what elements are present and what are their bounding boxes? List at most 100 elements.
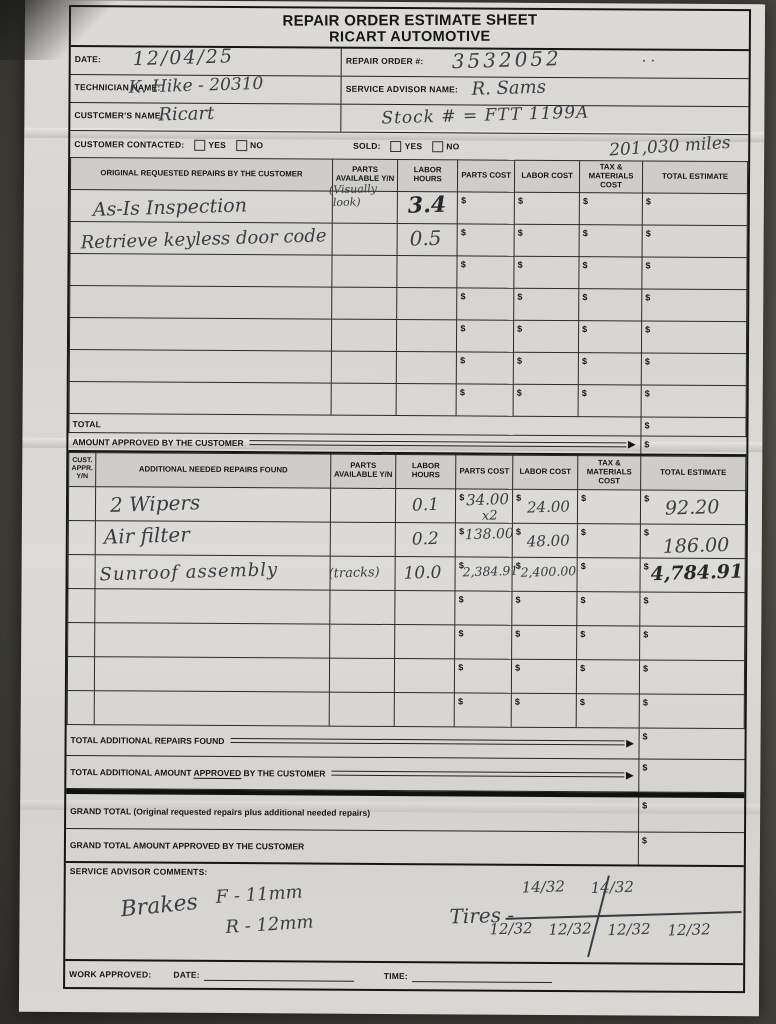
- labor-cost-cell: $: [513, 320, 579, 353]
- date-value-handwriting: 12/04/25: [132, 45, 235, 71]
- dollar-sign: $: [515, 526, 521, 537]
- total-estimate-cell: $: [642, 224, 748, 258]
- total-estimate-cell: $: [641, 320, 747, 354]
- total-label: TOTAL: [72, 418, 102, 430]
- sold-no-label: NO: [446, 141, 460, 152]
- dollar-sign: $: [645, 228, 651, 239]
- dollar-sign: $: [582, 324, 588, 335]
- tax-materials-cell: $: [576, 659, 640, 694]
- col-header-original-repairs: ORIGINAL REQUESTED REPAIRS BY THE CUSTOM…: [70, 157, 333, 191]
- sold-yes-checkbox: [390, 140, 402, 152]
- table-row: $ $ $ $: [67, 690, 745, 729]
- labor-hours-cell: 10.0: [394, 556, 456, 591]
- dollar-sign: $: [458, 594, 464, 605]
- parts-cost-cell: $: [454, 658, 512, 694]
- tire-tread-diagram: Tires - 14/32 14/32 12/32 12/32 12/32 12…: [449, 875, 749, 961]
- total-estimate-cell: $: [639, 625, 745, 661]
- labor-hours-cell: 3.4: [397, 191, 458, 224]
- parts-available-cell: [330, 521, 396, 557]
- tread-value: 12/32: [607, 919, 652, 939]
- total-estimate-cell: $: [639, 591, 745, 627]
- technician-name-value: K. Hike - 20310: [128, 73, 264, 98]
- repair-desc-cell: [69, 349, 332, 383]
- labor-hours-cell: [396, 383, 457, 416]
- col-header-labor-cost: LABOR COST: [512, 455, 578, 490]
- dollar-sign: $: [582, 292, 588, 303]
- service-advisor-comments-label: SERVICE ADVISOR COMMENTS:: [69, 865, 208, 877]
- labor-cost-handwriting: 48.00: [526, 531, 571, 551]
- dollar-sign: $: [460, 291, 466, 302]
- parts-available-cell: [329, 657, 395, 693]
- table-row: $ $ $ $: [67, 622, 745, 661]
- table-row: As-Is Inspection (Visually look) 3.4 $ $…: [70, 182, 748, 226]
- dollar-sign: $: [517, 195, 524, 206]
- dollar-sign: $: [517, 259, 523, 270]
- dollar-sign: $: [580, 663, 586, 674]
- labor-cost-cell: $: [513, 288, 579, 321]
- dollar-sign: $: [460, 323, 466, 334]
- dollar-sign: $: [642, 697, 648, 708]
- parts-cost-handwriting: 138.00: [464, 525, 515, 544]
- mileage-value: 201,030 miles: [608, 132, 731, 161]
- footer-date-label: DATE:: [173, 969, 200, 980]
- total-additional-found-label: TOTAL ADDITIONAL REPAIRS FOUND: [70, 735, 225, 747]
- dollar-sign: $: [582, 228, 588, 239]
- parts-cost-handwriting: 2,384.91: [462, 562, 519, 580]
- sold-yes-label: YES: [404, 141, 423, 152]
- table-row: Air filter 0.2 $ 138.00 $ 48.00 $ $ 186.…: [68, 520, 746, 559]
- grand-total-approved-row: GRAND TOTAL AMOUNT APPROVED BY THE CUSTO…: [65, 828, 745, 868]
- grand-total-row: GRAND TOTAL (Original requested repairs …: [66, 793, 745, 834]
- col-header-additional-repairs: ADDITIONAL NEEDED REPAIRS FOUND: [95, 452, 331, 488]
- tax-materials-cell: $: [578, 384, 642, 417]
- customer-name-value: Ricart: [158, 102, 215, 126]
- repair-order-number-label: REPAIR ORDER #:: [345, 55, 424, 67]
- dollar-sign: $: [645, 260, 651, 271]
- total-estimate-cell: $: [639, 659, 745, 695]
- parts-cost-cell: $ 2,384.91: [455, 556, 519, 592]
- work-approved-label: WORK APPROVED:: [69, 968, 152, 980]
- date-ro-row: DATE: 12/04/25 REPAIR ORDER #: 3532052 ·…: [70, 45, 749, 80]
- grand-total-value-cell: $: [637, 797, 745, 833]
- service-advisor-name-label: SERVICE ADVISOR NAME:: [345, 83, 459, 95]
- labor-cost-cell: $: [513, 384, 579, 417]
- col-header-tax-materials: TAX & MATERIALS COST: [577, 455, 641, 490]
- dollar-sign: $: [644, 356, 650, 367]
- tread-value: 12/32: [548, 919, 593, 939]
- parts-cost-note-handwriting: x2: [481, 508, 499, 524]
- tax-materials-cell: $: [577, 523, 641, 558]
- total-estimate-cell: $: [639, 693, 745, 729]
- dollar-sign: $: [580, 629, 586, 640]
- labor-cost-cell: $: [513, 256, 580, 289]
- cust-appr-cell: [68, 554, 96, 589]
- table-row: $ $ $ $: [69, 285, 747, 322]
- col-header-labor-hours: LABOR HOURS: [395, 454, 457, 489]
- total-estimate-cell: $: [641, 256, 748, 290]
- cust-appr-cell: [68, 520, 96, 555]
- col-header-parts-available: PARTS AVAILABLE Y/N: [330, 453, 396, 489]
- date-blank-line: [203, 968, 354, 983]
- total-estimate-cell: $: [641, 352, 747, 386]
- labor-cost-cell: $: [511, 693, 577, 728]
- repair-desc-handwriting: Retrieve keyless door code: [80, 225, 327, 254]
- dollar-sign: $: [460, 355, 466, 366]
- dollar-sign: $: [460, 259, 466, 270]
- contacted-no-label: NO: [250, 140, 264, 151]
- parts-available-cell: [331, 350, 397, 384]
- repair-desc-cell: [94, 622, 330, 658]
- dollar-sign: $: [645, 196, 651, 207]
- paper-sheet: REPAIR ORDER ESTIMATE SHEET RICART AUTOM…: [18, 0, 766, 1017]
- dollar-sign: $: [459, 526, 465, 537]
- pen-marks: · ·: [641, 53, 656, 70]
- tread-value: 12/32: [666, 920, 711, 940]
- dollar-sign: $: [643, 595, 649, 606]
- tax-materials-cell: $: [578, 256, 643, 289]
- original-repairs-header-row: ORIGINAL REQUESTED REPAIRS BY THE CUSTOM…: [70, 157, 748, 194]
- tax-materials-cell: $: [579, 192, 643, 225]
- total-estimate-cell: $ 92.20: [640, 489, 746, 525]
- dollar-sign: $: [643, 663, 649, 674]
- grand-total-approved-label: GRAND TOTAL AMOUNT APPROVED BY THE CUSTO…: [69, 840, 305, 852]
- dollar-sign: $: [642, 762, 648, 773]
- col-header-cust-appr: CUST. APPR. Y/N: [68, 452, 96, 487]
- parts-available-cell: [331, 254, 398, 288]
- dollar-sign: $: [580, 527, 586, 538]
